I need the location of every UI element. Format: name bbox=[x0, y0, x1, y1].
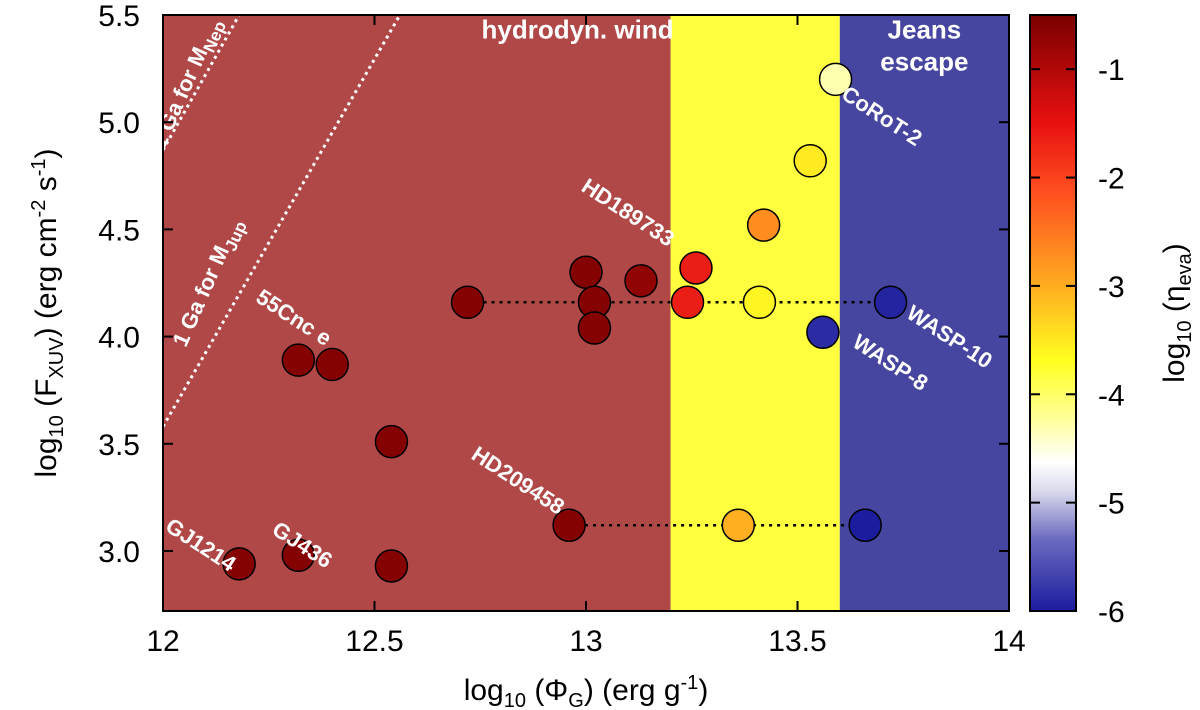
y-tick-label: 5.0 bbox=[98, 107, 140, 140]
region-label-1: Jeans bbox=[888, 15, 962, 45]
data-point bbox=[670, 285, 705, 320]
colorbar-tick-label: -2 bbox=[1098, 163, 1125, 196]
data-point bbox=[746, 208, 781, 242]
x-tick-label: 13 bbox=[569, 625, 602, 658]
data-point bbox=[742, 285, 777, 320]
y-tick-label: 4.0 bbox=[98, 322, 140, 355]
colorbar-ticks: -1 -2 -3 -4 -5 -6 bbox=[1030, 54, 1125, 629]
x-tick-label: 12.5 bbox=[345, 625, 403, 658]
colorbar-tick-label: -4 bbox=[1098, 379, 1125, 412]
data-point bbox=[450, 285, 485, 320]
data-point bbox=[624, 264, 658, 298]
x-tick-label: 14 bbox=[992, 625, 1025, 658]
data-point bbox=[281, 538, 316, 573]
x-axis-label: log10 (ΦG) (erg g-1) bbox=[464, 672, 709, 710]
y-axis-ticks: 3.0 3.5 4.0 4.5 5.0 5.5 bbox=[98, 0, 1009, 569]
data-point bbox=[806, 315, 840, 350]
data-point bbox=[552, 508, 586, 542]
connectors bbox=[467, 301, 891, 527]
mass-line-0 bbox=[163, 15, 241, 151]
colorbar-tick-label: -5 bbox=[1098, 488, 1125, 521]
y-tick-label: 3.0 bbox=[98, 536, 140, 569]
x-axis-ticks: 12 12.5 13 13.5 14 bbox=[146, 15, 1026, 658]
y-tick-label: 5.5 bbox=[98, 0, 140, 33]
data-point bbox=[818, 62, 853, 97]
data-points bbox=[222, 62, 908, 583]
data-point bbox=[793, 144, 827, 178]
y-tick-label: 4.5 bbox=[98, 214, 140, 247]
region-label-0: hydrodyn. wind bbox=[481, 15, 673, 45]
data-point bbox=[577, 311, 612, 345]
data-point bbox=[848, 508, 882, 542]
x-tick-label: 12 bbox=[146, 625, 179, 658]
data-point bbox=[679, 251, 713, 285]
colorbar-label: log10 (ηeva) bbox=[1158, 243, 1196, 383]
x-tick-label: 13.5 bbox=[768, 625, 826, 658]
colorbar-tick-label: -6 bbox=[1098, 596, 1125, 629]
y-axis-label: log10 (FXUV) (erg cm-2 s-1) bbox=[28, 148, 68, 477]
data-point bbox=[873, 285, 908, 320]
data-point bbox=[721, 508, 756, 542]
mass-line-1 bbox=[163, 15, 402, 428]
data-point bbox=[281, 343, 316, 377]
colorbar-tick-label: -3 bbox=[1098, 271, 1125, 304]
data-point bbox=[222, 547, 256, 581]
colorbar-tick-label: -1 bbox=[1098, 54, 1125, 87]
data-point bbox=[374, 549, 409, 583]
colorbar bbox=[1029, 14, 1077, 612]
region-label-2: escape bbox=[880, 47, 968, 77]
data-point bbox=[374, 424, 409, 459]
y-tick-label: 3.5 bbox=[98, 429, 140, 462]
data-point bbox=[315, 347, 349, 382]
data-point bbox=[569, 255, 603, 290]
